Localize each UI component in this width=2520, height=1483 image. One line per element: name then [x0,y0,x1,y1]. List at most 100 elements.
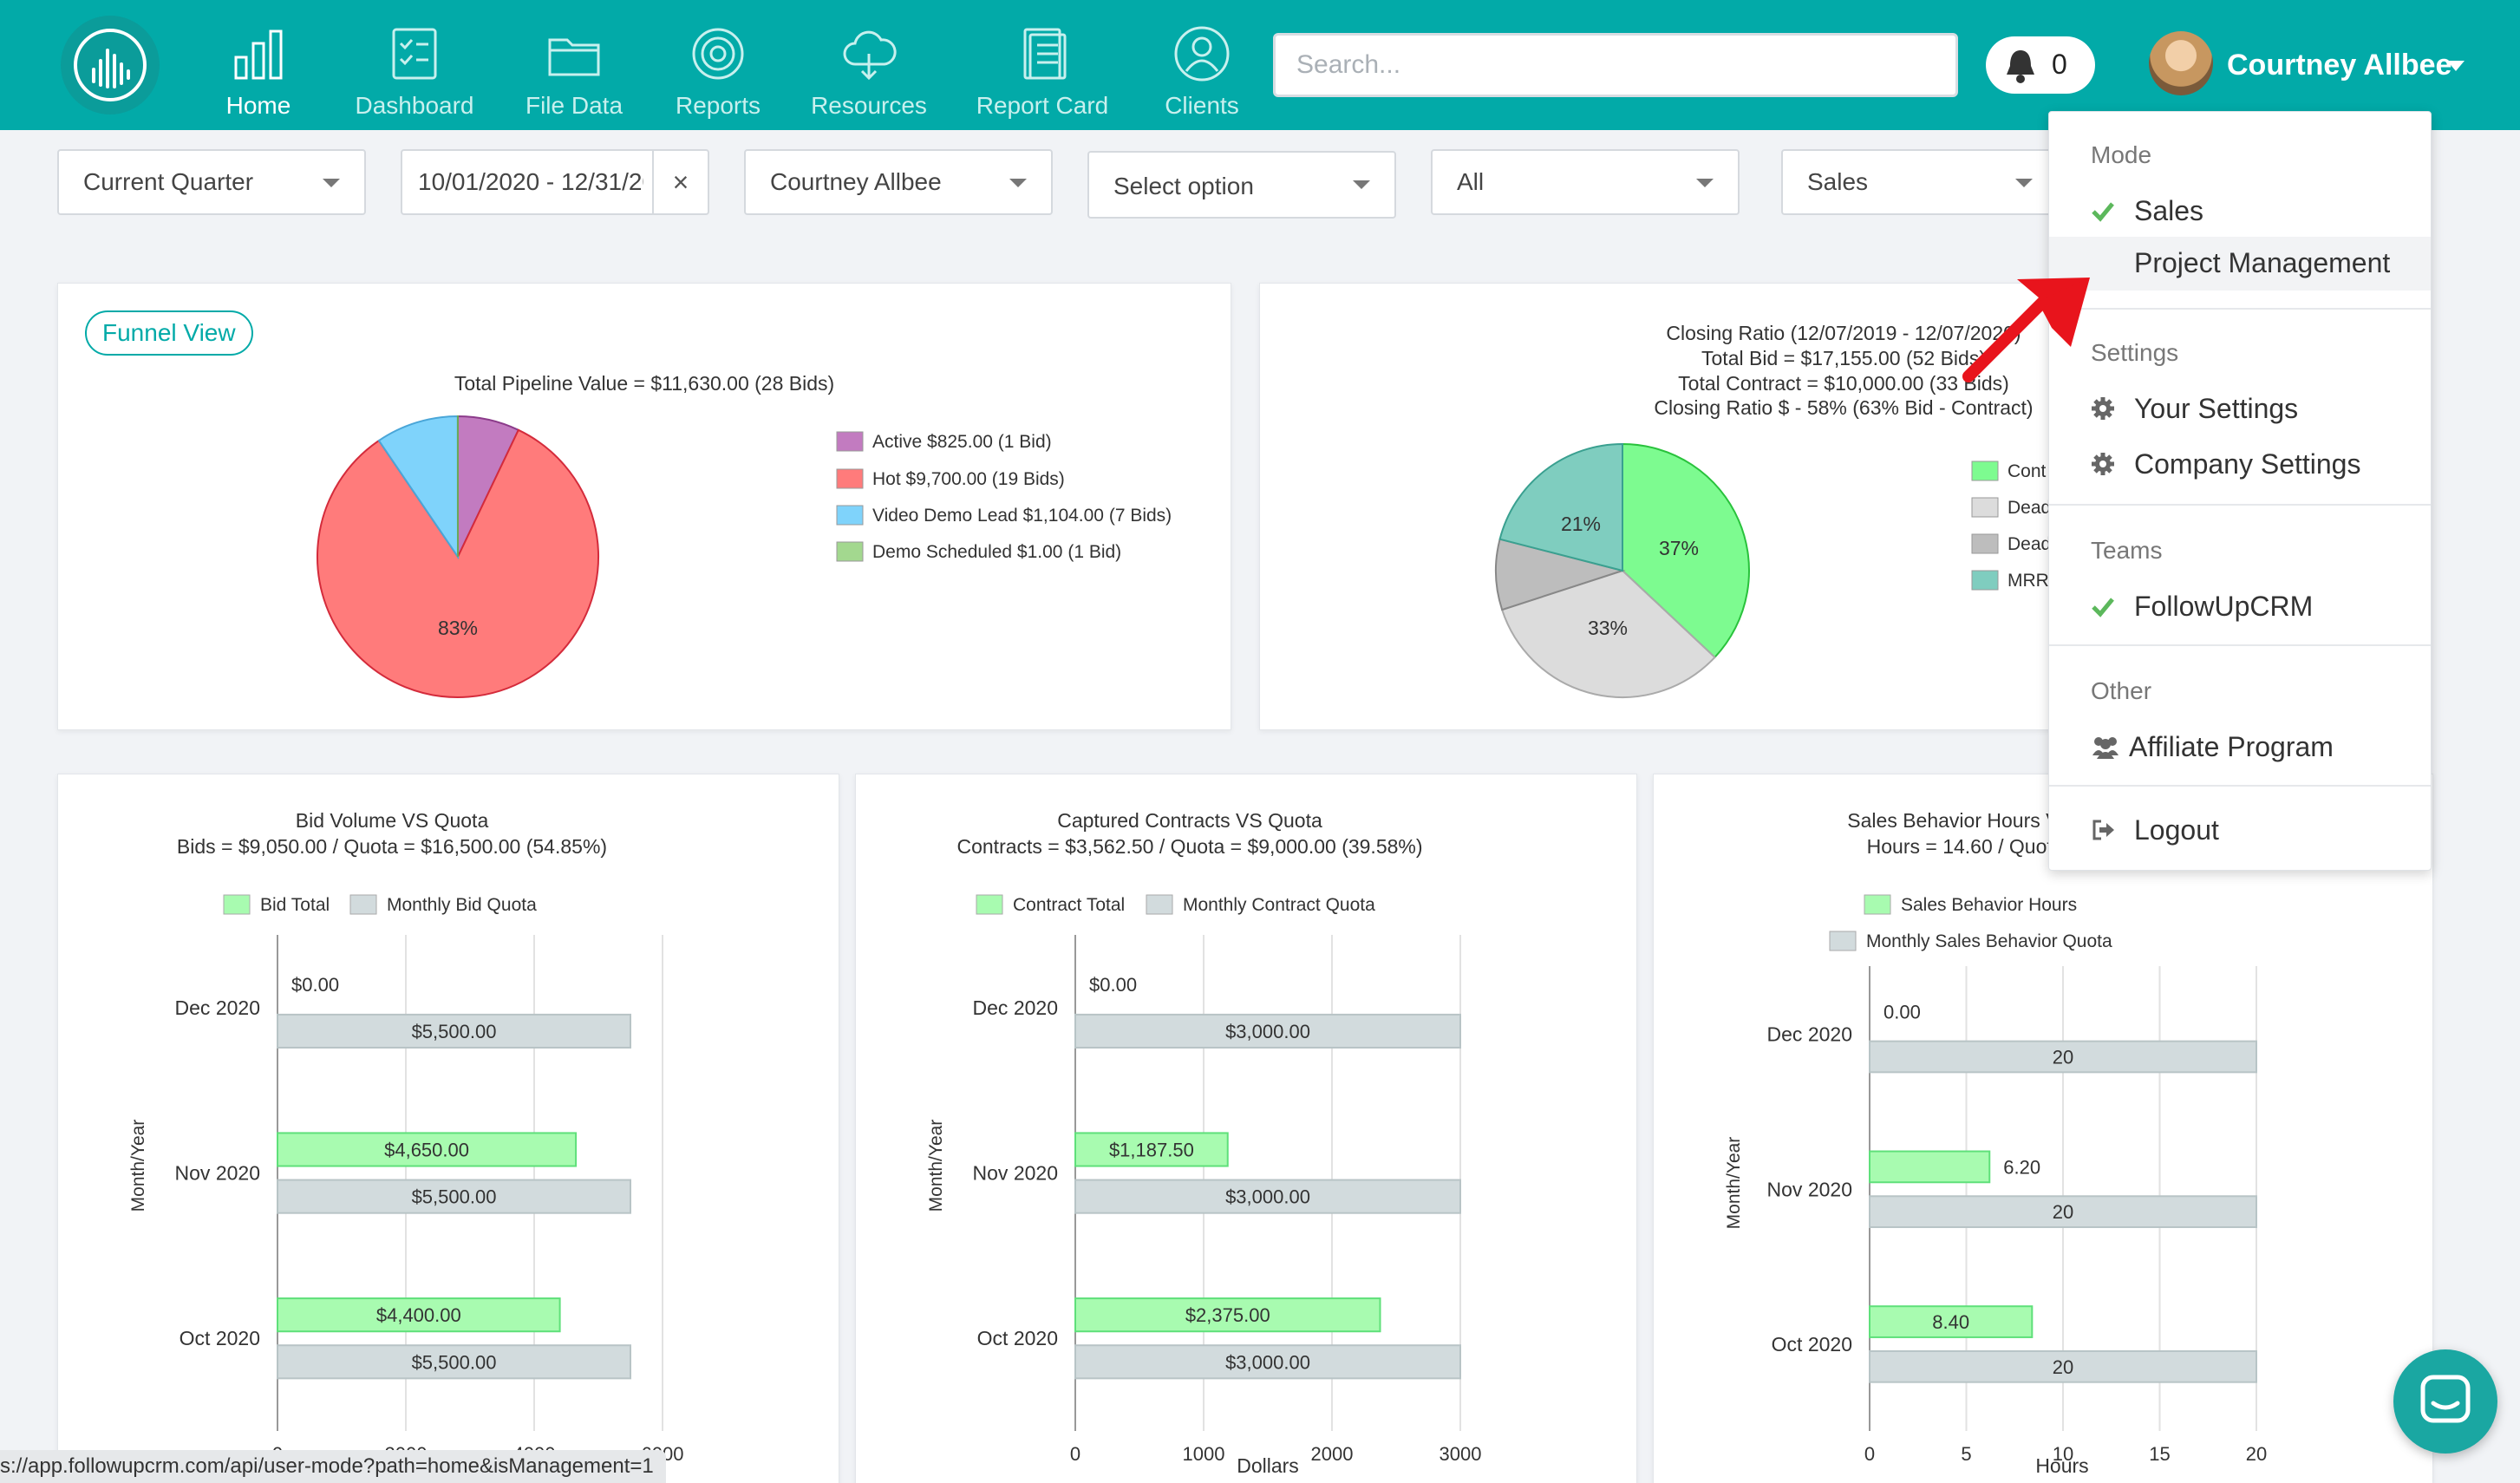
avatar[interactable] [2149,31,2213,95]
legend-monthly-bid-quota[interactable]: Monthly Bid Quota [387,895,537,915]
nav-label: File Data [525,92,623,119]
legend-swatch [1971,570,1999,591]
x-tick-label: 5 [1961,1443,1971,1465]
legend-monthly-sales-behavior-quota[interactable]: Monthly Sales Behavior Quota [1866,931,2112,951]
chat-launcher-button[interactable] [2393,1349,2497,1454]
legend-monthly-contract-quota[interactable]: Monthly Contract Quota [1183,895,1375,915]
bar-quota[interactable] [277,1344,631,1380]
bar-actual[interactable] [1869,1305,2034,1338]
x-tick-label: 20 [2246,1443,2267,1465]
closing-title-4: Closing Ratio $ - 58% (63% Bid - Contrac… [1654,396,2033,419]
user-menu-caret-icon[interactable] [2447,61,2465,71]
user-circle-icon [1174,26,1230,82]
pipeline-slice-1[interactable] [317,428,599,698]
closing-slice-0[interactable] [1622,442,1750,659]
bar-actual[interactable] [1074,1297,1381,1333]
bar-actual-label: 6.20 [2003,1156,2040,1178]
legend-dead-1[interactable]: Dead [2008,498,2048,518]
legend-hot[interactable]: Hot $9,700.00 (19 Bids) [872,469,1065,489]
all-select[interactable]: All [1431,149,1740,215]
bar-actual[interactable] [1074,1132,1229,1167]
nav-reports[interactable]: Reports [640,24,796,120]
legend-swatch [1864,894,1891,915]
pipeline-slice-2[interactable] [377,415,460,560]
bar-actual-label: 8.40 [1932,1311,1969,1333]
bar-quota[interactable] [1074,1344,1461,1380]
option-select[interactable]: Select option [1087,151,1396,219]
bar-actual-label: $4,400.00 [376,1304,461,1326]
bid-volume-chart: Bid Volume VS Quota Bids = $9,050.00 / Q… [128,809,683,1465]
bell-icon [2007,50,2034,83]
x-tick-label: 10 [2053,1443,2073,1465]
user-name[interactable]: Courtney Allbee [2227,49,2452,82]
legend-bid-total[interactable]: Bid Total [260,895,330,915]
bar-quota[interactable] [1074,1013,1461,1049]
x-tick-label: 2000 [1311,1443,1354,1465]
user-select[interactable]: Courtney Allbee [744,149,1053,215]
closing-title-1: Closing Ratio (12/07/2019 - 12/07/2020) [1666,322,2021,344]
y-tick-label: Nov 2020 [175,1162,260,1185]
legend-mrr[interactable]: MRR [2008,571,2048,591]
bar-actual[interactable] [1869,1150,1991,1184]
legend-contract[interactable]: Cont [2008,461,2047,481]
clear-date-button[interactable]: × [652,151,708,213]
bar-quota[interactable] [1869,1040,2257,1074]
date-range-input[interactable]: 10/01/2020 - 12/31/2020 × [401,149,709,215]
nav-file-data[interactable]: File Data [496,24,652,120]
y-tick-label: Dec 2020 [175,996,260,1019]
x-tick-label: 0 [1864,1443,1875,1465]
legend-swatch-active [836,431,864,452]
chart-subtitle: Contracts = $3,562.50 / Quota = $9,000.0… [956,835,1422,858]
bar-actual-label: $0.00 [291,974,339,996]
notifications-button[interactable]: 0 [1986,36,2095,94]
chevron-down-icon [1009,179,1027,187]
pipeline-slice-label: 83% [438,617,478,639]
nav-dashboard[interactable]: Dashboard [336,24,493,120]
bar-quota[interactable] [277,1013,631,1049]
legend-swatch [223,894,251,915]
menu-divider [2049,785,2431,787]
mode-select-value: Sales [1807,168,1869,195]
bar-chart-icon [234,29,283,80]
plot-area: 0 1000 2000 3000 Dec 2020 $0.00 $3,000.00 Nov 2… [973,935,1482,1465]
closing-slice-2[interactable] [1495,538,1626,611]
app-logo[interactable] [61,16,160,114]
period-select[interactable]: Current Quarter [57,149,366,215]
bar-quota[interactable] [1869,1349,2257,1383]
nav-clients[interactable]: Clients [1124,24,1280,120]
document-icon [1023,28,1067,80]
legend-contract-total[interactable]: Contract Total [1013,895,1125,915]
all-select-value: All [1457,168,1485,195]
legend-swatch [349,894,377,915]
closing-slice-1[interactable] [1500,569,1716,698]
y-tick-label: Oct 2020 [180,1327,260,1349]
bar-quota[interactable] [277,1179,631,1214]
bar-actual[interactable] [277,1297,561,1333]
bar-quota[interactable] [1869,1195,2257,1229]
legend-video-demo[interactable]: Video Demo Lead $1,104.00 (7 Bids) [872,506,1172,526]
bar-actual-label: $1,187.50 [1109,1139,1194,1160]
search-input[interactable] [1273,33,1958,97]
nav-report-card[interactable]: Report Card [964,24,1120,120]
legend-sales-behavior-hours[interactable]: Sales Behavior Hours [1901,895,2077,915]
closing-slice-3[interactable] [1498,442,1623,572]
legend-swatch [1829,931,1857,951]
legend-swatch [1971,533,1999,554]
bar-quota[interactable] [1074,1179,1461,1214]
menu-item-project-management[interactable]: Project Management [2049,237,2431,291]
legend-swatch-video-demo [836,505,864,526]
legend-dead-2[interactable]: Dead [2008,534,2048,554]
nav-home[interactable]: Home [180,24,336,120]
mode-select[interactable]: Sales [1781,149,2059,215]
funnel-view-button[interactable]: Funnel View [85,310,253,356]
menu-divider [2049,504,2431,506]
closing-slice-label: 21% [1561,513,1601,535]
legend-swatch [1146,894,1173,915]
legend-active[interactable]: Active $825.00 (1 Bid) [872,432,1052,452]
x-tick-label: 3000 [1440,1443,1482,1465]
legend-demo-scheduled[interactable]: Demo Scheduled $1.00 (1 Bid) [872,542,1121,562]
nav-resources[interactable]: Resources [791,24,947,120]
pipeline-card [57,283,1231,730]
bar-actual[interactable] [277,1132,578,1167]
nav-label: Reports [675,92,761,119]
